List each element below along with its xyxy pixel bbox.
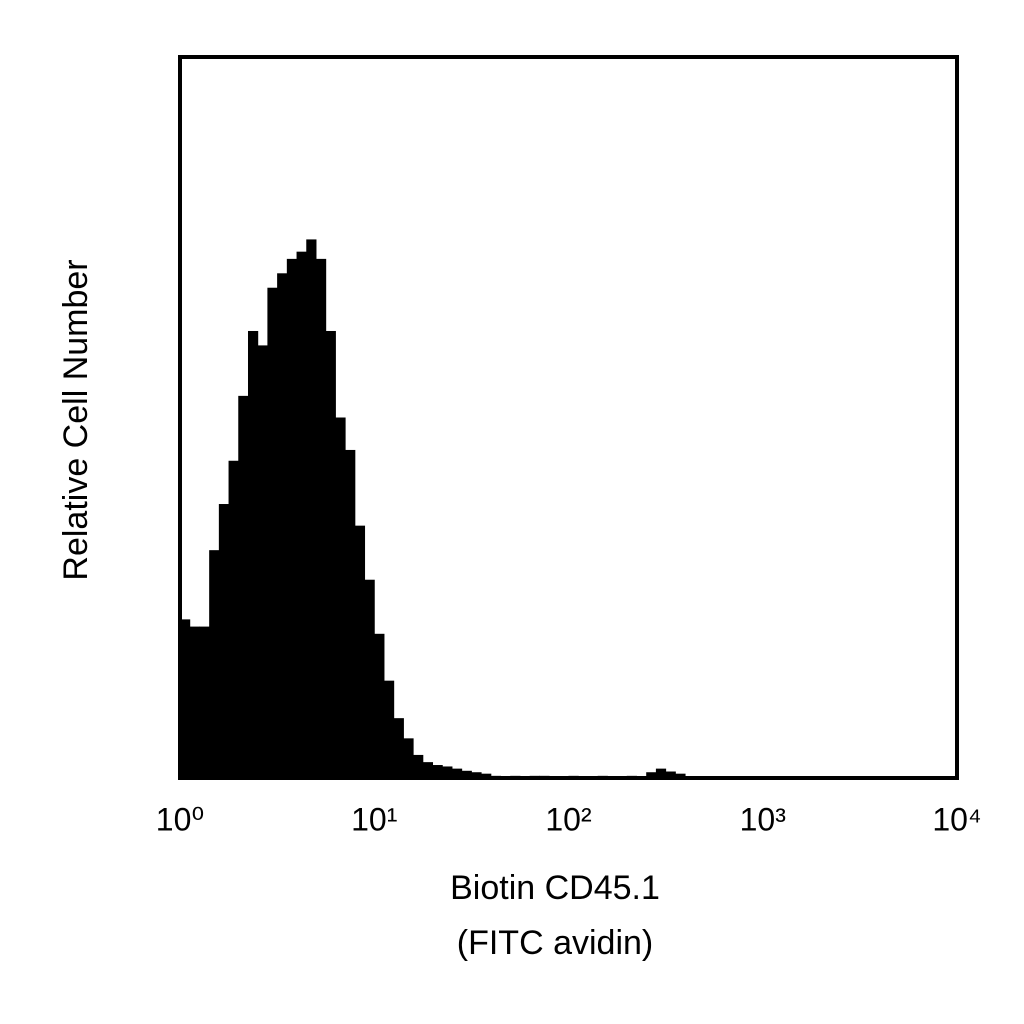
bar <box>675 773 686 778</box>
bar <box>442 766 453 778</box>
bar <box>461 770 472 778</box>
bar <box>335 417 346 778</box>
bar <box>393 718 404 778</box>
bar <box>180 619 191 778</box>
bar <box>306 239 317 779</box>
bar <box>209 550 220 778</box>
bar <box>481 773 492 778</box>
bar <box>296 251 307 779</box>
bar <box>189 626 200 778</box>
bar <box>451 768 463 778</box>
bar <box>655 768 667 778</box>
bar <box>277 273 288 778</box>
bar <box>374 633 385 778</box>
bar <box>354 525 366 778</box>
x-axis-label: Biotin CD45.1 <box>450 869 660 907</box>
plot-frame <box>178 55 959 780</box>
x-tick-label: 10³ <box>740 801 787 837</box>
bar <box>364 579 375 778</box>
bar <box>199 626 210 778</box>
x-axis-label: (FITC avidin) <box>457 924 653 962</box>
y-axis-label: Relative Cell Number <box>57 259 95 580</box>
x-tick-label: 10⁰ <box>156 801 204 837</box>
bar <box>315 258 327 778</box>
x-tick-label: 10¹ <box>351 801 397 837</box>
bar <box>403 738 414 778</box>
bar <box>665 771 676 778</box>
bar <box>345 449 356 778</box>
bar <box>422 762 434 778</box>
bar <box>238 395 249 778</box>
bar <box>247 330 259 778</box>
x-tick-label: 10² <box>545 801 592 837</box>
bar <box>471 772 482 778</box>
bar <box>413 754 424 778</box>
bar <box>257 345 268 778</box>
bar <box>286 258 298 778</box>
bar <box>432 765 443 778</box>
bar <box>325 330 336 778</box>
bar <box>646 772 657 778</box>
bar <box>383 680 395 778</box>
bar <box>267 287 278 778</box>
bar <box>218 504 230 778</box>
bar <box>228 460 239 778</box>
x-tick-label: 10⁴ <box>932 801 981 837</box>
